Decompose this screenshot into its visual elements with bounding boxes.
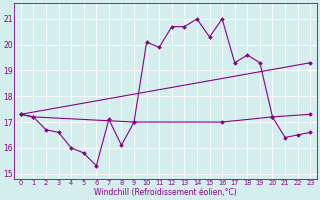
X-axis label: Windchill (Refroidissement éolien,°C): Windchill (Refroidissement éolien,°C) [94, 188, 237, 197]
